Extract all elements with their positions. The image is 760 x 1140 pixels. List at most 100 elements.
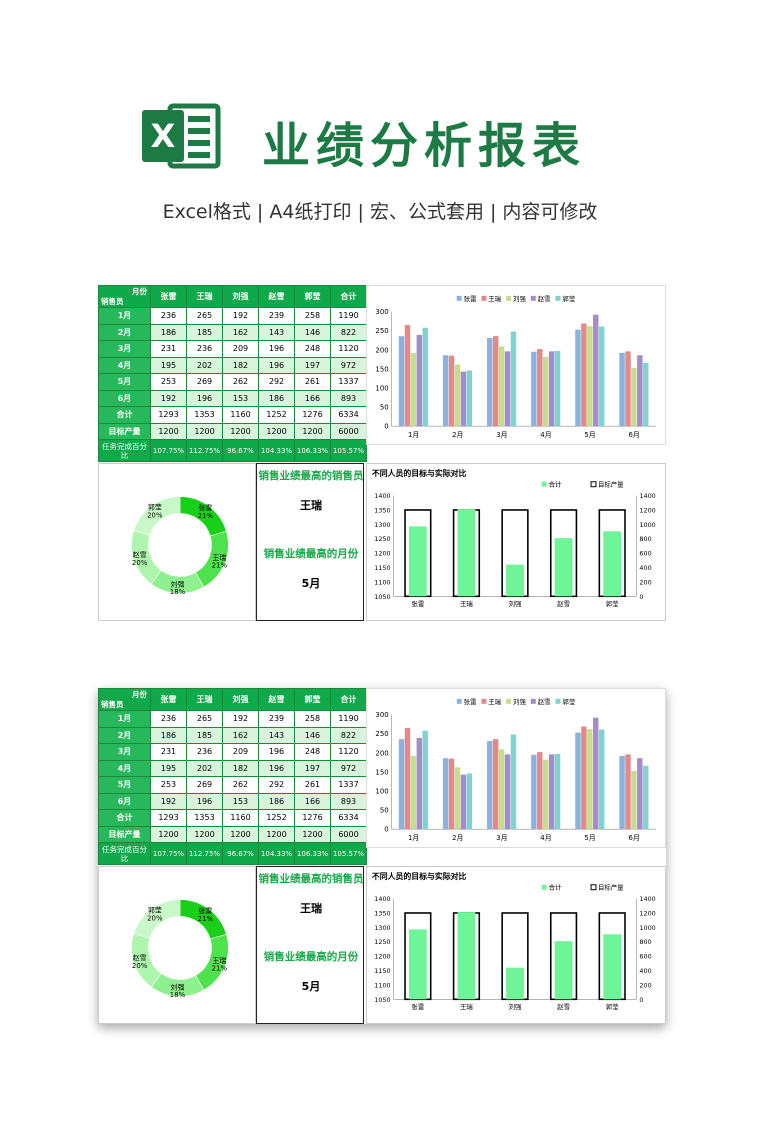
table-cell: 262: [222, 373, 259, 391]
bar: [466, 773, 473, 830]
row-label: 合计: [98, 809, 151, 827]
table-cell: 202: [186, 356, 223, 374]
table-cell: 258: [294, 710, 331, 728]
actual-bar: [554, 941, 573, 1000]
slice-label: 张雷: [198, 906, 212, 915]
bar: [442, 758, 449, 830]
bar: [460, 371, 467, 427]
table-cell: 262: [222, 776, 259, 794]
bar: [631, 367, 637, 427]
table-cell: 822: [330, 323, 367, 341]
slice-label: 刘强: [171, 982, 185, 991]
actual-bar: [506, 564, 524, 597]
y-tick-label: 1100: [374, 578, 390, 586]
actual-bar: [457, 912, 476, 1000]
donut-slice: [133, 496, 181, 536]
table-header-row: 月份 销售员 张雷 王瑞 刘强 赵雪 郭莹 合计: [98, 688, 367, 711]
table-row: 6月 192 196 153 186 166 893: [98, 389, 367, 407]
slice-percent: 20%: [132, 559, 148, 567]
slice-label: 王瑞: [212, 553, 226, 562]
y2-tick-label: 400: [639, 564, 651, 572]
table-row: 1月 236 265 192 239 258 1190: [98, 307, 367, 325]
table-cell: 261: [294, 373, 331, 391]
table-cell: 195: [150, 356, 187, 374]
x-tick-label: 刘强: [509, 599, 522, 608]
y-tick-label: 1400: [374, 492, 390, 500]
target-vs-actual-chart: 不同人员的目标与实际对比 1050 1100 1150 1200 1250 1300 1350…: [366, 866, 666, 1024]
row-label: 任务完成百分比: [98, 439, 151, 462]
column-header: 合计: [330, 688, 367, 711]
table-cell: 1200: [150, 825, 187, 843]
bar: [498, 749, 505, 830]
table-cell: 972: [330, 759, 367, 777]
bar: [531, 754, 537, 830]
bar: [404, 325, 411, 427]
rate-cell: 104.33%: [258, 842, 295, 865]
bar: [581, 726, 587, 830]
table-cell: 146: [294, 726, 331, 744]
table-cell: 196: [258, 356, 295, 374]
bar: [593, 314, 599, 427]
table-cell: 1190: [330, 307, 367, 325]
page-subtitle: Excel格式 | A4纸打印 | 宏、公式套用 | 内容可修改: [162, 201, 598, 223]
bar: [554, 351, 561, 427]
table-cell: 6000: [330, 422, 367, 440]
y-tick-label: 1300: [374, 521, 390, 529]
legend-label: 张雷: [464, 697, 477, 706]
table-cell: 236: [150, 710, 187, 728]
bar: [466, 370, 473, 427]
bar: [492, 739, 499, 830]
bar: [537, 752, 543, 830]
top-seller-value: 王瑞: [300, 902, 322, 915]
column-header: 张雷: [150, 285, 187, 308]
x-tick-label: 张雷: [411, 1002, 424, 1011]
bar: [581, 323, 587, 427]
table-cell: 292: [258, 776, 295, 794]
rate-cell: 106.33%: [294, 842, 331, 865]
slice-percent: 18%: [170, 991, 186, 999]
table-cell: 1200: [258, 422, 295, 440]
actual-bar: [603, 531, 622, 597]
y-tick-label: 200: [375, 346, 388, 354]
y2-tick-label: 1400: [639, 895, 655, 903]
table-cell: 1160: [222, 406, 259, 424]
table-cell: 248: [294, 743, 331, 761]
table-cell: 186: [258, 792, 295, 810]
slice-label: 郭莹: [148, 503, 162, 512]
corner-seller-label: 销售员: [101, 297, 124, 306]
slice-percent: 18%: [170, 588, 186, 596]
top-seller-label: 销售业绩最高的销售员: [258, 470, 364, 482]
bar: [587, 729, 593, 830]
table-row: 目标产量 1200 1200 1200 1200 1200 6000: [98, 422, 367, 440]
legend-label: 王瑞: [488, 697, 501, 706]
y2-tick-label: 0: [639, 593, 643, 601]
x-tick-label: 1月: [408, 431, 419, 439]
actual-bar: [506, 967, 524, 1000]
top-seller-label: 销售业绩最高的销售员: [258, 873, 364, 885]
bar: [416, 737, 423, 830]
rate-cell: 107.75%: [150, 439, 187, 462]
excel-icon: X: [142, 103, 221, 169]
bar: [537, 349, 543, 427]
slice-label: 王瑞: [212, 956, 226, 965]
legend-swatch: [456, 698, 462, 704]
slice-percent: 21%: [198, 512, 214, 520]
y2-tick-label: 1200: [639, 909, 655, 917]
legend-label: 合计: [549, 480, 562, 489]
y2-tick-label: 1000: [639, 521, 655, 529]
x-tick-label: 6月: [629, 834, 640, 842]
y-tick-label: 1250: [374, 938, 390, 946]
completion-rate-row: 任务完成百分比 107.75% 112.75% 96.67% 104.33% 106.33…: [98, 842, 367, 865]
bar: [504, 351, 511, 427]
bar: [454, 767, 461, 830]
bar: [504, 754, 511, 830]
legend-swatch: [506, 698, 512, 704]
table-cell: 143: [258, 726, 295, 744]
table-header-row: 月份 销售员 张雷 王瑞 刘强 赵雪 郭莹 合计: [98, 285, 367, 308]
bar: [398, 336, 405, 427]
rate-cell: 105.57%: [330, 439, 367, 462]
bar: [531, 351, 537, 427]
chart-title: 不同人员的目标与实际对比: [372, 468, 467, 478]
bar: [410, 352, 417, 427]
y2-tick-label: 600: [639, 953, 651, 961]
